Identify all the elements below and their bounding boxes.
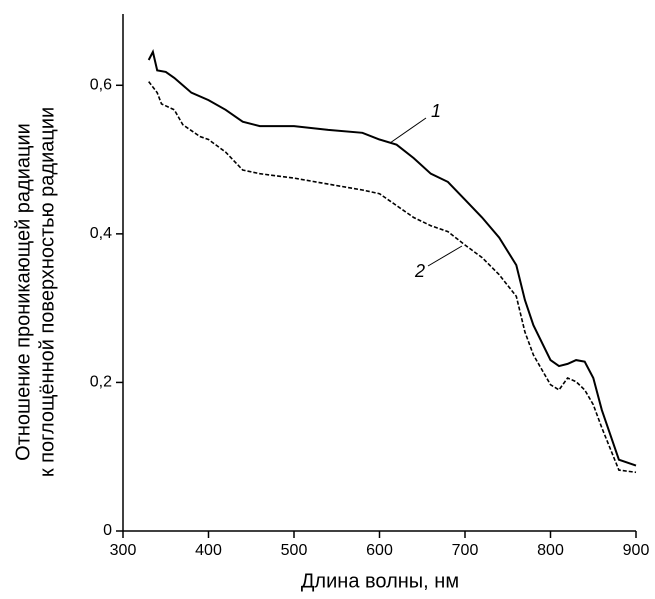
y-tick-label: 0,2 (90, 374, 112, 391)
leader-line (389, 117, 427, 144)
x-tick-label: 600 (366, 542, 393, 559)
series-line (148, 81, 637, 474)
x-tick-label: 800 (537, 542, 564, 559)
x-tick-label: 900 (623, 542, 650, 559)
y-tick-label: 0 (103, 522, 112, 539)
y-tick-label: 0,6 (90, 77, 112, 94)
leader-line (427, 245, 463, 267)
x-tick-label: 500 (281, 542, 308, 559)
x-tick-label: 400 (195, 542, 222, 559)
y-axis-label: к поглощённой поверхностью радиации (36, 107, 58, 477)
x-tick-label: 700 (452, 542, 479, 559)
series-label: 2 (414, 261, 425, 281)
y-tick-label: 0,4 (90, 225, 112, 242)
y-axis-label: Отношение проникающей радиации (12, 123, 34, 461)
series-label: 1 (431, 101, 441, 121)
series-line (147, 49, 637, 467)
x-tick-label: 300 (110, 542, 137, 559)
x-axis-label: Длина волны, нм (301, 570, 459, 592)
